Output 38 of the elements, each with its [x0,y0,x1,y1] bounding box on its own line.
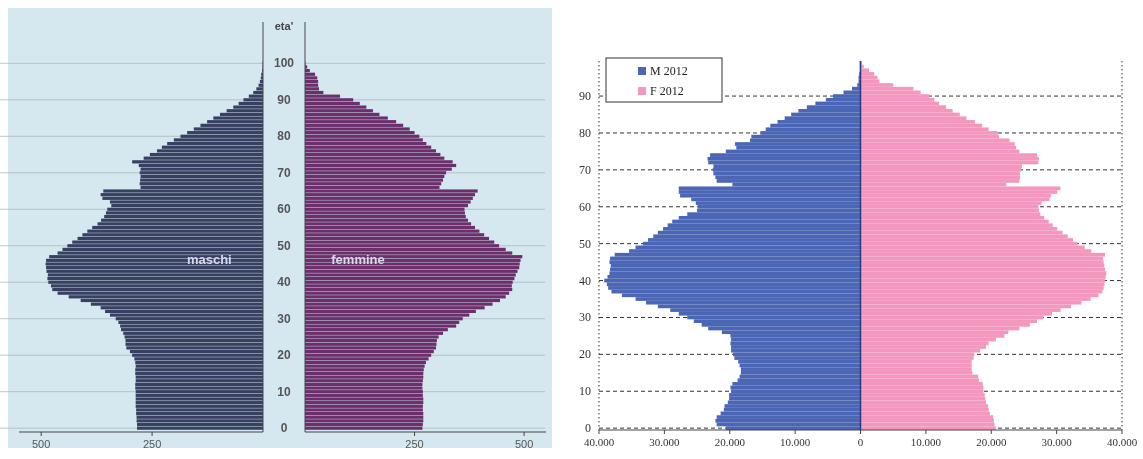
y-tick-label: 70 [579,162,591,177]
x-tick-label: 30.000 [649,436,680,448]
y-tick-label: 0 [280,421,288,436]
x-tick-label: 250 [405,438,424,450]
x-tick-label: 250 [142,438,162,450]
x-tick-label: 20.000 [976,436,1007,448]
y-tick-label: 60 [277,202,291,217]
y-tick-label: 90 [579,89,591,104]
x-tick-label: 10.000 [780,436,811,448]
y-axis-title: eta' [274,20,294,32]
y-tick-label: 10 [277,384,291,399]
y-tick-label: 80 [277,129,291,144]
y-tick-label: 100 [273,56,295,71]
y-tick-label: 90 [277,92,291,107]
legend-label: M 2012 [650,64,688,78]
y-tick-label: 30 [277,311,291,326]
x-tick-label: 0 [857,436,864,448]
x-tick-label: 500 [514,438,534,450]
y-tick-label: 70 [277,165,291,180]
y-tick-label: 40 [277,275,291,290]
x-tick-label: 40.000 [583,436,615,448]
x-tick-label: 500 [32,438,51,450]
y-tick-label: 20 [579,347,591,362]
x-tick-label: 40.000 [1106,436,1138,448]
x-tick-label: 20.000 [714,436,746,448]
y-tick-label: 40 [579,273,591,288]
y-tick-label: 50 [277,238,291,253]
y-tick-label: 80 [579,125,591,140]
y-tick-label: 60 [579,199,591,214]
x-tick-label: 10.000 [910,436,942,448]
legend-label: F 2012 [650,84,684,98]
y-tick-label: 50 [579,236,591,251]
y-tick-label: 20 [277,348,291,363]
series-label: maschi [186,252,232,268]
x-tick-label: 30.000 [1041,436,1073,448]
y-tick-label: 30 [579,310,591,325]
y-tick-label: 10 [579,384,591,399]
y-tick-label: 0 [585,421,591,436]
